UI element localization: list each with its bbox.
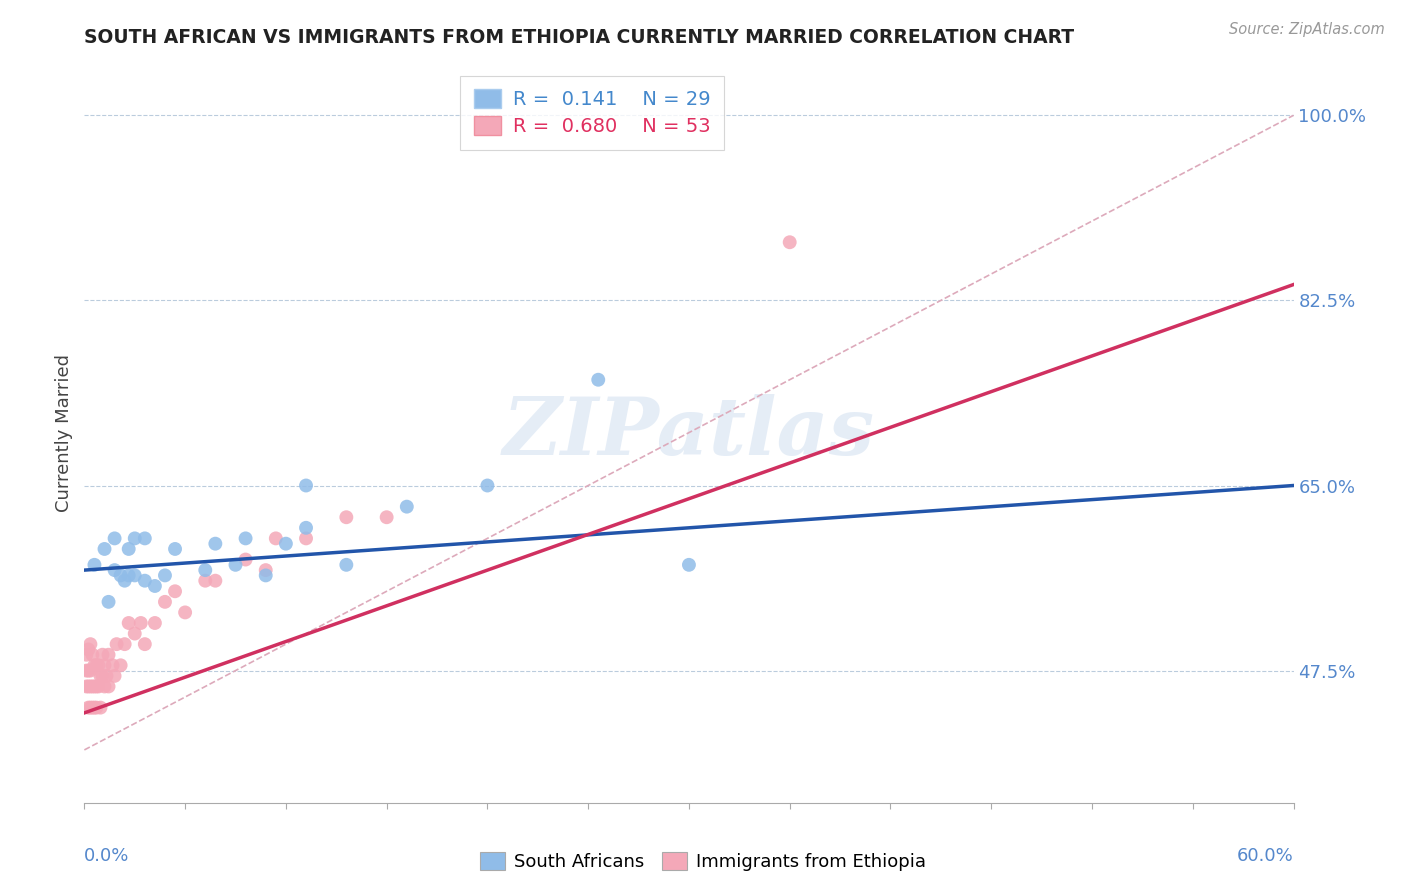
Point [134, 574, 156, 588]
Point [83, 658, 105, 673]
Point [153, 595, 176, 609]
Point [91, 648, 114, 662]
Point [165, 584, 187, 599]
Point [124, 626, 146, 640]
Point [194, 574, 217, 588]
Y-axis label: Currently Married: Currently Married [55, 353, 73, 512]
Point [86, 700, 108, 714]
Point [83, 700, 105, 714]
Point [254, 563, 277, 577]
Point [77, 642, 100, 657]
Point [235, 552, 257, 566]
Point [134, 637, 156, 651]
Text: SOUTH AFRICAN VS IMMIGRANTS FROM ETHIOPIA CURRENTLY MARRIED CORRELATION CHART: SOUTH AFRICAN VS IMMIGRANTS FROM ETHIOPI… [84, 28, 1074, 47]
Point [101, 658, 124, 673]
Point [143, 615, 166, 630]
Point [79, 700, 101, 714]
Point [97, 595, 120, 609]
Point [79, 664, 101, 678]
Point [153, 568, 176, 582]
Point [295, 478, 318, 492]
Legend: R =  0.141    N = 29, R =  0.680    N = 53: R = 0.141 N = 29, R = 0.680 N = 53 [460, 76, 724, 150]
Point [79, 637, 101, 651]
Point [86, 658, 108, 673]
Point [87, 680, 110, 694]
Point [204, 574, 226, 588]
Point [118, 615, 141, 630]
Point [77, 680, 100, 694]
Point [588, 373, 610, 387]
Point [82, 648, 104, 662]
Point [82, 680, 104, 694]
Point [91, 669, 114, 683]
Point [110, 658, 132, 673]
Point [134, 532, 156, 546]
Point [114, 637, 136, 651]
Point [77, 700, 100, 714]
Point [83, 558, 105, 572]
Point [89, 669, 111, 683]
Point [82, 700, 104, 714]
Point [118, 541, 141, 556]
Point [254, 568, 277, 582]
Point [104, 532, 127, 546]
Point [335, 558, 357, 572]
Point [79, 680, 101, 694]
Point [110, 568, 132, 582]
Point [86, 680, 108, 694]
Point [395, 500, 418, 514]
Point [295, 532, 318, 546]
Point [225, 558, 247, 572]
Point [75, 648, 97, 662]
Point [97, 648, 120, 662]
Point [204, 537, 226, 551]
Point [174, 606, 197, 620]
Point [477, 478, 499, 492]
Point [105, 637, 128, 651]
Point [89, 700, 111, 714]
Text: Source: ZipAtlas.com: Source: ZipAtlas.com [1229, 22, 1385, 37]
Text: ZIPatlas: ZIPatlas [503, 394, 875, 471]
Point [93, 658, 115, 673]
Text: 60.0%: 60.0% [1237, 847, 1294, 865]
Point [165, 541, 187, 556]
Point [104, 669, 127, 683]
Point [75, 680, 97, 694]
Point [295, 521, 318, 535]
Point [93, 680, 115, 694]
Point [93, 541, 115, 556]
Point [75, 664, 97, 678]
Point [194, 563, 217, 577]
Point [678, 558, 700, 572]
Point [274, 537, 297, 551]
Point [83, 680, 105, 694]
Point [124, 568, 146, 582]
Point [97, 680, 120, 694]
Legend: South Africans, Immigrants from Ethiopia: South Africans, Immigrants from Ethiopia [472, 846, 934, 879]
Point [104, 563, 127, 577]
Point [335, 510, 357, 524]
Point [96, 669, 118, 683]
Point [87, 658, 110, 673]
Point [129, 615, 152, 630]
Point [235, 532, 257, 546]
Point [375, 510, 398, 524]
Point [114, 574, 136, 588]
Point [77, 664, 100, 678]
Point [143, 579, 166, 593]
Text: 0.0%: 0.0% [84, 847, 129, 865]
Point [118, 568, 141, 582]
Point [124, 532, 146, 546]
Point [779, 235, 801, 250]
Point [264, 532, 287, 546]
